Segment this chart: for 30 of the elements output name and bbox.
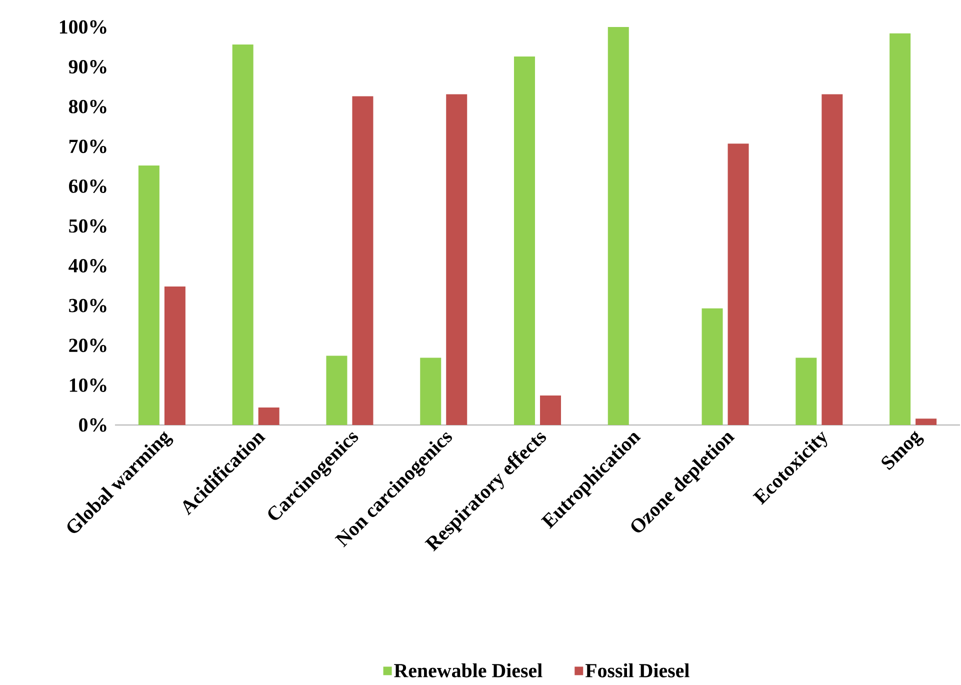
legend-label: Renewable Diesel	[394, 663, 542, 678]
y-tick-label: 30%	[69, 298, 106, 312]
bar	[164, 286, 186, 425]
bar	[138, 166, 160, 425]
legend-label: Fossil Diesel	[585, 663, 690, 678]
bar	[420, 358, 442, 425]
bar	[514, 56, 535, 425]
bar	[232, 44, 254, 425]
y-tick-label: 90%	[68, 60, 106, 74]
y-tick-label: 60%	[68, 179, 106, 193]
bar	[890, 33, 911, 425]
bar	[796, 358, 817, 425]
bar	[352, 96, 374, 425]
y-tick-label: 20%	[69, 338, 106, 352]
bar	[728, 144, 749, 425]
bar	[916, 418, 937, 425]
y-tick-label: 70%	[69, 140, 106, 154]
y-tick-label: 0%	[79, 418, 106, 432]
bar	[540, 396, 561, 425]
bar	[258, 407, 280, 425]
y-tick-label: 80%	[68, 100, 106, 114]
bar	[822, 94, 843, 425]
bar	[608, 26, 629, 425]
y-tick-label: 50%	[69, 219, 106, 233]
y-tick-label: 40%	[68, 259, 106, 273]
bar	[326, 356, 348, 425]
y-tick-label: 10%	[70, 378, 106, 392]
bar	[446, 94, 468, 425]
y-tick-label: 100%	[60, 20, 106, 34]
bar	[702, 308, 723, 425]
